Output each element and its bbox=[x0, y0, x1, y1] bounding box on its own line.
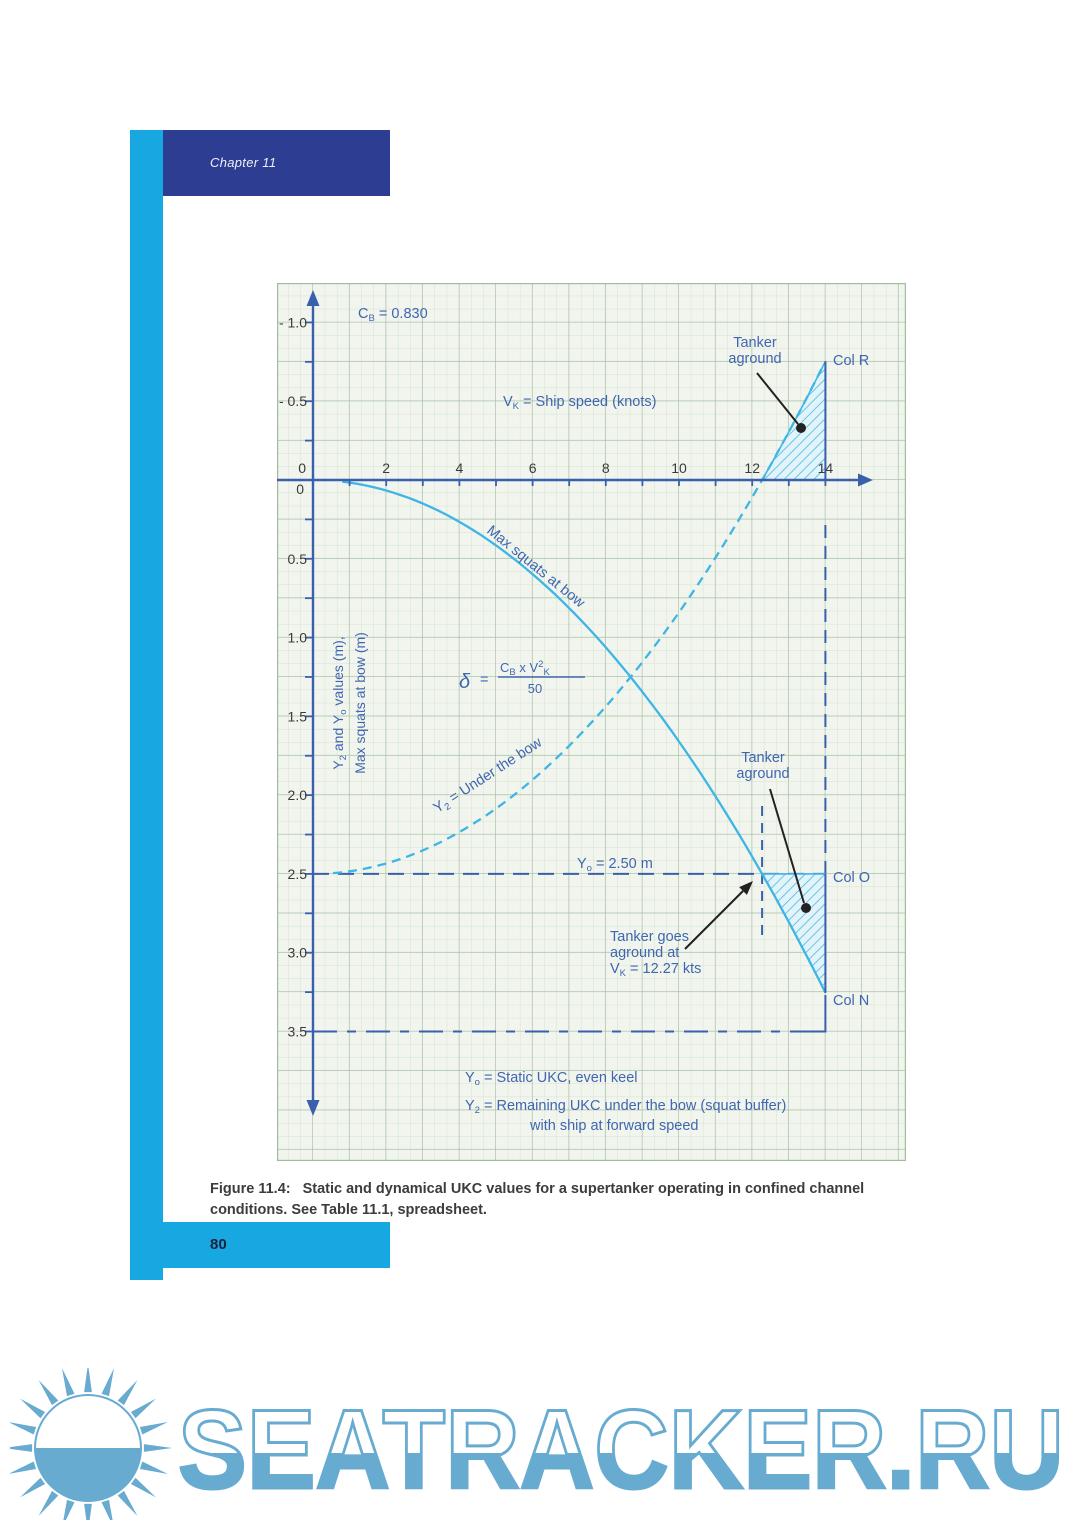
figure-caption-text: Static and dynamical UKC values for a su… bbox=[210, 1181, 865, 1218]
svg-text:2.0: 2.0 bbox=[288, 787, 308, 803]
arrowhead bbox=[739, 881, 753, 895]
col-r-label: Col R bbox=[833, 353, 869, 369]
svg-text:Y2 = Remaining UKC under the b: Y2 = Remaining UKC under the bow (squat … bbox=[465, 1098, 786, 1116]
svg-text:12: 12 bbox=[744, 460, 760, 476]
aground-point-upper bbox=[796, 423, 806, 433]
svg-text:10: 10 bbox=[671, 460, 687, 476]
tanker-aground-upper-label: Tanker aground bbox=[728, 335, 806, 433]
svg-text:3.5: 3.5 bbox=[288, 1023, 308, 1039]
tanker-aground-lower-label: Tanker aground bbox=[736, 750, 811, 913]
sidebar-accent-bar bbox=[130, 130, 163, 1280]
sun-logo-icon bbox=[10, 1368, 172, 1520]
chapter-header-band: Chapter 11 bbox=[163, 130, 390, 196]
col-n-label: Col N bbox=[833, 993, 869, 1009]
svg-text:3.0: 3.0 bbox=[288, 945, 308, 961]
legend-notes: Yo = Static UKC, even keel Y2 = Remainin… bbox=[465, 1070, 786, 1134]
col-o-label: Col O bbox=[833, 870, 870, 886]
ukc-chart: 0 2 4 6 8 10 12 14 - 1.0 - 0.5 0 0.5 1.0 1.5 2.0 2.5 3.… bbox=[277, 283, 906, 1161]
svg-text:50: 50 bbox=[528, 681, 542, 696]
max-squat-curve bbox=[342, 480, 827, 994]
svg-text:0.5: 0.5 bbox=[288, 551, 308, 567]
seatracker-watermark: SEATRACKER.RU bbox=[10, 1368, 1066, 1520]
svg-text:14: 14 bbox=[818, 460, 834, 476]
page-number: 80 bbox=[210, 1236, 227, 1253]
svg-text:=: = bbox=[480, 672, 488, 688]
y2-under-bow-curve bbox=[333, 364, 825, 875]
watermark-text: SEATRACKER.RU bbox=[178, 1387, 1064, 1512]
goes-aground-label: Tanker goes aground at VK = 12.27 kts bbox=[610, 881, 753, 979]
svg-text:Max squats at bow (m): Max squats at bow (m) bbox=[352, 632, 368, 774]
svg-text:CB x V2K: CB x V2K bbox=[500, 659, 550, 678]
svg-text:2.5: 2.5 bbox=[288, 866, 308, 882]
svg-text:Tanker: Tanker bbox=[741, 750, 785, 766]
svg-text:6: 6 bbox=[529, 460, 537, 476]
svg-text:0: 0 bbox=[296, 481, 304, 497]
cb-annotation: CB = 0.830 bbox=[358, 306, 428, 324]
svg-text:1.0: 1.0 bbox=[288, 630, 308, 646]
y-axis-title: Y2 and Yo values (m), Max squats at bow … bbox=[330, 632, 368, 774]
svg-text:4: 4 bbox=[456, 460, 464, 476]
figure-caption-label: Figure 11.4: bbox=[210, 1181, 291, 1197]
x-axis-ticks: 0 2 4 6 8 10 12 14 bbox=[298, 460, 833, 486]
svg-text:Tanker goes: Tanker goes bbox=[610, 929, 689, 945]
svg-text:1.5: 1.5 bbox=[288, 708, 308, 724]
svg-text:- 1.0: - 1.0 bbox=[279, 314, 307, 330]
svg-text:8: 8 bbox=[602, 460, 610, 476]
figure-caption: Figure 11.4: Static and dynamical UKC val… bbox=[210, 1179, 910, 1221]
aground-point-lower bbox=[801, 903, 811, 913]
y-axis-ticks: - 1.0 - 0.5 0 0.5 1.0 1.5 2.0 2.5 3.0 3.5 bbox=[279, 314, 314, 1039]
chapter-title: Chapter 11 bbox=[210, 155, 277, 170]
squat-formula: δ = CB x V2K 50 bbox=[459, 659, 585, 696]
y0-line-label: Yo = 2.50 m bbox=[577, 856, 653, 874]
svg-text:2: 2 bbox=[382, 460, 390, 476]
svg-text:Yo = Static UKC, even keel: Yo = Static UKC, even keel bbox=[465, 1070, 638, 1088]
svg-text:VK = 12.27 kts: VK = 12.27 kts bbox=[610, 961, 701, 979]
svg-text:aground at: aground at bbox=[610, 945, 679, 961]
svg-text:aground: aground bbox=[736, 766, 789, 782]
svg-text:Tanker: Tanker bbox=[733, 335, 777, 351]
svg-text:0: 0 bbox=[298, 460, 306, 476]
page-number-band: 80 bbox=[163, 1222, 390, 1268]
svg-text:- 0.5: - 0.5 bbox=[279, 393, 307, 409]
svg-text:aground: aground bbox=[728, 351, 781, 367]
svg-text:δ: δ bbox=[459, 671, 471, 693]
svg-text:Y2 and Yo values (m),: Y2 and Yo values (m), bbox=[330, 636, 349, 769]
bottom-3p5-elbow bbox=[807, 995, 827, 1033]
svg-text:with ship at forward speed: with ship at forward speed bbox=[529, 1118, 698, 1134]
x-axis-title: VK = Ship speed (knots) bbox=[503, 394, 656, 412]
